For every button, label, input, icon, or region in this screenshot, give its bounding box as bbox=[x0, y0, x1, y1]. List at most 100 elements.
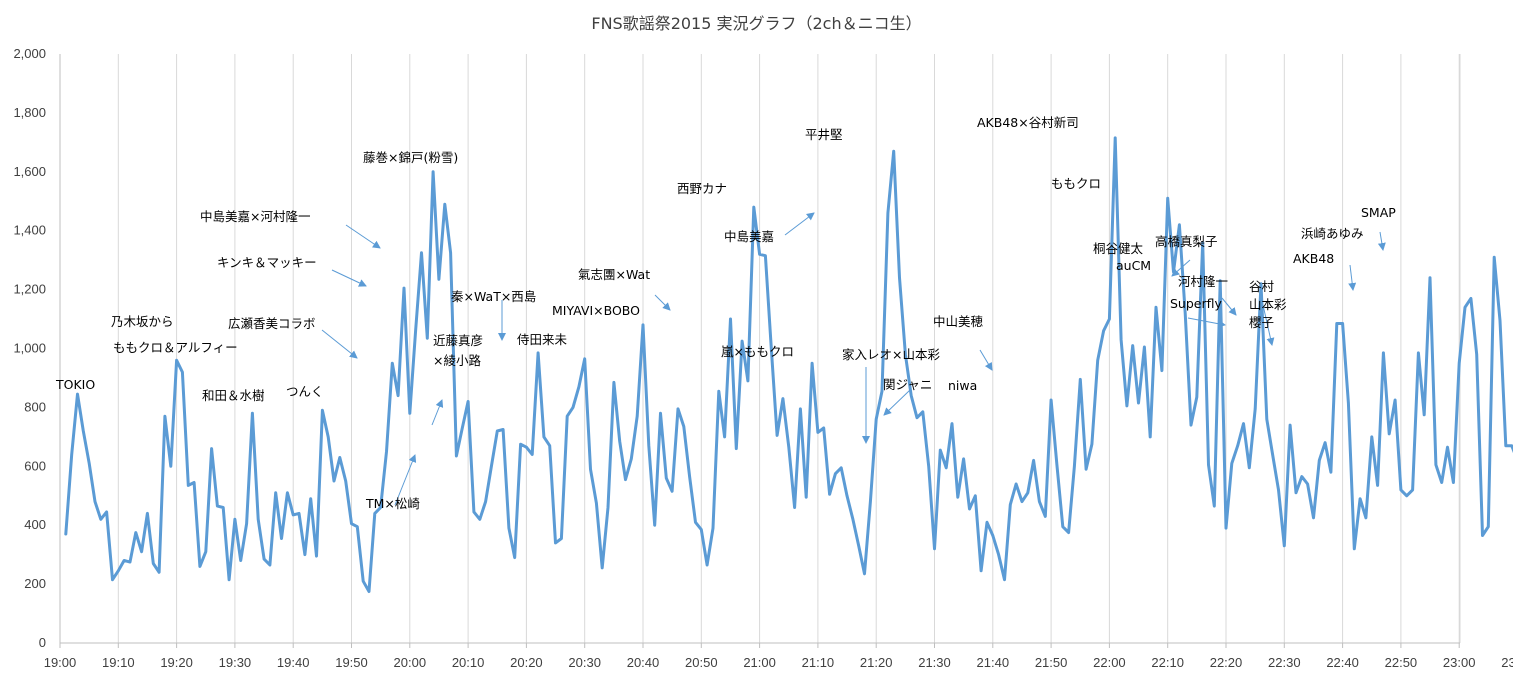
data-point bbox=[414, 330, 417, 332]
data-point bbox=[1470, 297, 1472, 300]
data-point bbox=[1096, 359, 1099, 362]
data-point bbox=[898, 277, 901, 279]
y-axis-tick-labels: 0 200 400 600 800 1,000 1,200 1,400 1,600 1,800 2,… bbox=[13, 46, 46, 650]
annotation-label: 関ジャニ bbox=[883, 377, 932, 392]
data-point bbox=[764, 254, 767, 257]
data-point bbox=[700, 528, 703, 531]
data-point bbox=[181, 371, 184, 373]
data-point bbox=[694, 521, 697, 524]
data-point bbox=[467, 400, 469, 403]
data-point bbox=[962, 458, 965, 460]
annotation-label: 和田＆水樹 bbox=[202, 388, 265, 403]
data-point bbox=[100, 518, 102, 521]
data-point bbox=[811, 362, 813, 365]
annotation-arrows bbox=[321, 212, 1386, 506]
data-point bbox=[1440, 481, 1443, 484]
annotation-arrow bbox=[1348, 264, 1357, 291]
data-point bbox=[1312, 517, 1315, 519]
data-point bbox=[356, 525, 359, 528]
data-point bbox=[321, 409, 324, 412]
data-point bbox=[298, 512, 300, 515]
data-point bbox=[1131, 344, 1134, 347]
data-point bbox=[1009, 503, 1012, 506]
data-point bbox=[834, 472, 837, 475]
data-point bbox=[927, 465, 930, 468]
data-point bbox=[601, 567, 603, 569]
x-tick-label: 23:00 bbox=[1443, 655, 1476, 670]
data-point bbox=[263, 558, 265, 560]
data-point bbox=[869, 500, 872, 503]
annotation-label: AKB48×谷村新司 bbox=[977, 115, 1079, 130]
x-tick-label: 21:40 bbox=[977, 655, 1010, 670]
data-point bbox=[304, 553, 306, 556]
data-point bbox=[531, 453, 534, 456]
data-point bbox=[280, 537, 283, 540]
data-point bbox=[473, 511, 475, 513]
data-point bbox=[1464, 306, 1466, 309]
data-point bbox=[1347, 402, 1350, 404]
annotation-label: MIYAVI×BOBO bbox=[552, 303, 640, 318]
data-point bbox=[1353, 547, 1356, 550]
data-point bbox=[1201, 241, 1204, 244]
data-point bbox=[712, 527, 714, 529]
data-point bbox=[1056, 464, 1058, 466]
annotation-label: 藤巻×錦戸(粉雪) bbox=[363, 150, 458, 165]
data-point bbox=[1341, 322, 1344, 325]
data-point bbox=[129, 561, 131, 563]
data-point bbox=[105, 511, 108, 513]
data-point bbox=[146, 512, 149, 515]
annotation-arrow bbox=[654, 294, 671, 311]
data-point bbox=[1429, 277, 1431, 279]
annotation-label: 西野カナ bbox=[677, 181, 727, 196]
data-point bbox=[1155, 306, 1157, 309]
data-point bbox=[193, 481, 195, 484]
annotation-arrow bbox=[784, 212, 815, 236]
data-point bbox=[723, 436, 726, 438]
annotation-label: 侍田来未 bbox=[517, 332, 568, 347]
annotation-label: 近藤真彦 bbox=[433, 333, 483, 348]
data-point bbox=[187, 484, 190, 487]
data-point bbox=[1044, 515, 1047, 518]
data-point bbox=[257, 518, 260, 521]
data-point bbox=[613, 381, 615, 384]
annotation-label: ももクロ＆アルフィー bbox=[113, 340, 238, 355]
data-point bbox=[245, 522, 248, 525]
annotation-label: 浜崎あゆみ bbox=[1301, 226, 1364, 241]
data-point bbox=[1487, 525, 1490, 528]
data-point bbox=[752, 206, 755, 208]
y-tick-label: 0 bbox=[39, 635, 46, 650]
data-point bbox=[729, 318, 732, 320]
data-point bbox=[1021, 500, 1023, 503]
data-point bbox=[1411, 489, 1414, 491]
data-point bbox=[309, 497, 312, 500]
data-point bbox=[158, 571, 160, 574]
y-tick-label: 1,600 bbox=[13, 164, 46, 179]
annotation-label: 広瀬香美コラボ bbox=[228, 316, 316, 331]
x-tick-label: 21:10 bbox=[802, 655, 835, 670]
data-point bbox=[939, 449, 942, 451]
data-point bbox=[747, 380, 749, 382]
data-point bbox=[1236, 444, 1239, 447]
data-point bbox=[974, 494, 977, 497]
data-point bbox=[1067, 531, 1070, 534]
data-point bbox=[1300, 475, 1303, 478]
annotation-arrow bbox=[1262, 304, 1275, 346]
data-point bbox=[1003, 578, 1006, 581]
data-point bbox=[409, 412, 411, 415]
data-point bbox=[1137, 402, 1140, 404]
data-point bbox=[881, 390, 883, 393]
x-tick-label: 20:10 bbox=[452, 655, 485, 670]
data-point bbox=[1388, 433, 1391, 435]
data-point bbox=[560, 537, 563, 540]
data-point bbox=[566, 415, 569, 418]
data-point bbox=[717, 390, 720, 393]
annotation-label: 平井堅 bbox=[805, 127, 843, 142]
data-point bbox=[1050, 399, 1052, 401]
data-point bbox=[671, 490, 673, 493]
x-tick-label: 22:00 bbox=[1093, 655, 1126, 670]
annotation-label: Superfly bbox=[1170, 296, 1222, 311]
data-point bbox=[1493, 256, 1495, 259]
data-point bbox=[1161, 369, 1163, 372]
annotation-arrow bbox=[1171, 259, 1191, 277]
